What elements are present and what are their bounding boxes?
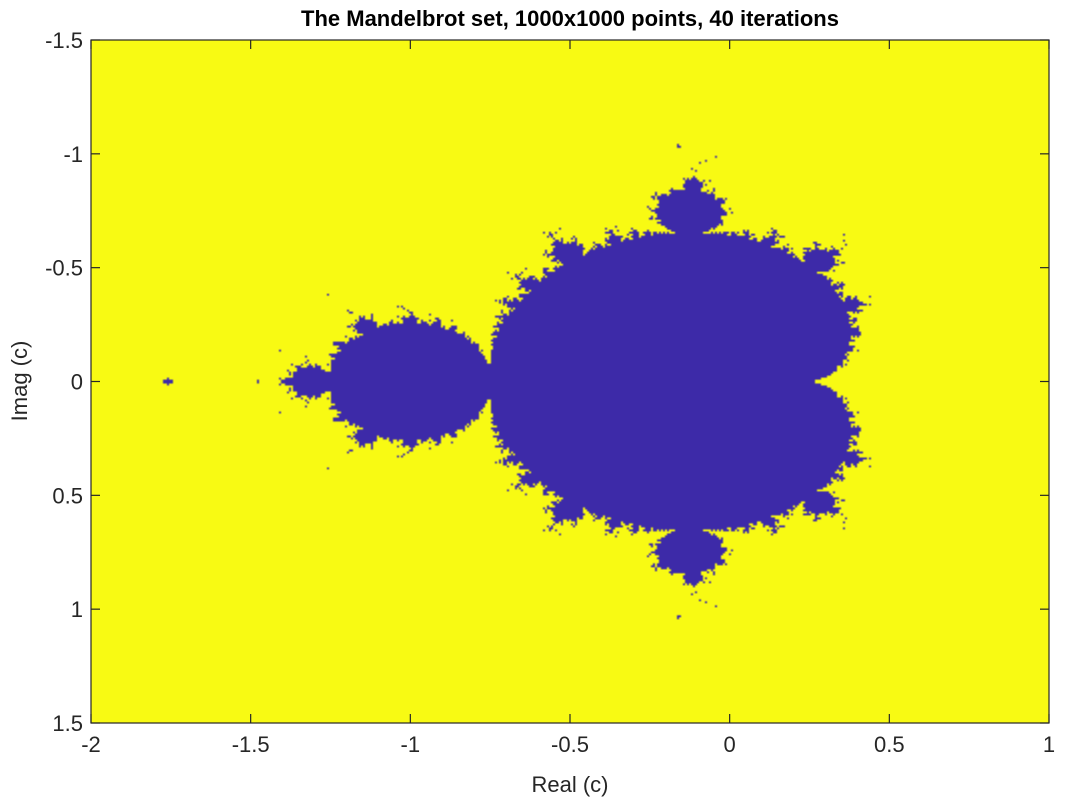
y-tick-label: 1 [71,597,83,622]
x-tick-label: -2 [81,732,101,757]
y-tick-label: 1.5 [52,711,83,736]
plot-frame [90,39,1050,724]
x-ticks: -2 -1.5 -1 -0.5 0 0.5 1 [81,40,1055,757]
y-tick-label: -1.5 [45,28,83,53]
x-tick-label: 0 [724,732,736,757]
chart-title: The Mandelbrot set, 1000x1000 points, 40… [301,6,839,31]
y-ticks: -1.5 -1 -0.5 0 0.5 1 1.5 [45,28,1049,736]
x-tick-label: -0.5 [551,732,589,757]
y-tick-label: -0.5 [45,256,83,281]
y-axis-label: Imag (c) [7,341,32,422]
x-tick-label: -1 [401,732,421,757]
mandelbrot-image [91,40,1049,723]
y-tick-label: 0.5 [52,483,83,508]
x-tick-label: -1.5 [232,732,270,757]
x-tick-label: 0.5 [874,732,905,757]
y-tick-label: 0 [71,370,83,395]
x-axis-label: Real (c) [531,772,608,797]
y-tick-label: -1 [63,142,83,167]
x-tick-label: 1 [1043,732,1055,757]
